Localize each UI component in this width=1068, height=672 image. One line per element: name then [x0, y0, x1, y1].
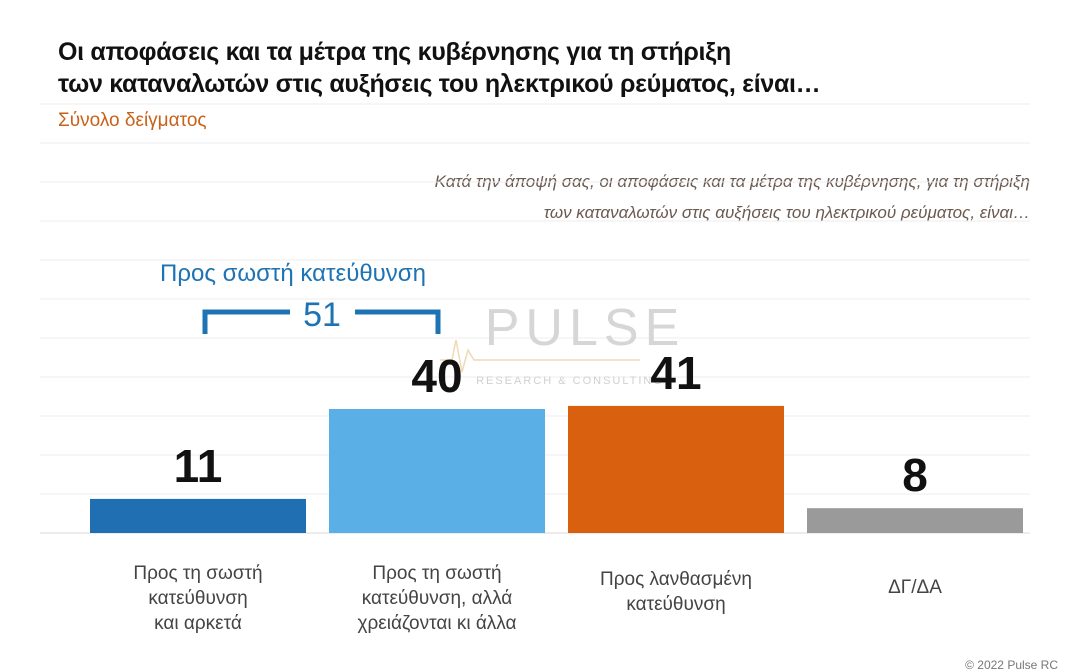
category-label-3-line-2: κατεύθυνση	[626, 594, 726, 615]
category-label-1: Προς τη σωστή κατεύθυνση και αρκετά	[83, 561, 313, 636]
category-label-3: Προς λανθασμένη κατεύθυνση	[561, 567, 791, 617]
category-label-4: ΔΓ/ΔΑ	[800, 575, 1030, 600]
category-label-2: Προς τη σωστή κατεύθυνση, αλλά χρειάζοντ…	[322, 561, 552, 636]
chart-title-line-2: των καταναλωτών στις αυξήσεις του ηλεκτρ…	[58, 70, 821, 98]
chart-title: Οι αποφάσεις και τα μέτρα της κυβέρνησης…	[58, 36, 1018, 100]
bracket-annotation-value: 51	[303, 296, 341, 334]
bar-value-label-3: 41	[650, 347, 701, 399]
bar-3	[568, 405, 784, 533]
category-label-1-line-3: και αρκετά	[154, 613, 242, 634]
bracket-annotation-label: Προς σωστή κατεύθυνση	[160, 260, 426, 287]
bracket-left-arm	[202, 309, 290, 334]
bar-value-label-1: 11	[174, 440, 223, 492]
chart-title-line-1: Οι αποφάσεις και τα μέτρα της κυβέρνησης…	[58, 38, 731, 66]
category-label-1-line-1: Προς τη σωστή	[133, 563, 263, 584]
category-label-2-line-1: Προς τη σωστή	[372, 563, 502, 584]
bar-2	[329, 409, 545, 533]
copyright-notice: © 2022 Pulse RC	[965, 658, 1058, 672]
bar-4	[807, 508, 1023, 533]
bar-value-label-2: 40	[411, 350, 462, 402]
watermark-pulse-line	[440, 339, 640, 373]
bar-1	[90, 498, 306, 533]
category-label-3-line-1: Προς λανθασμένη	[600, 569, 752, 590]
category-label-2-line-3: χρειάζονται κι άλλα	[357, 613, 517, 634]
category-label-1-line-2: κατεύθυνση	[148, 588, 248, 609]
chart-subtitle: Σύνολο δείγματος	[58, 110, 207, 131]
survey-question-line-2: των καταναλωτών στις αυξήσεις του ηλεκτρ…	[543, 203, 1030, 222]
watermark-brand: PULSE	[485, 299, 686, 357]
watermark-tagline: RESEARCH & CONSULTING	[476, 375, 664, 387]
bar-value-label-4: 8	[902, 449, 928, 501]
bracket-right-arm	[355, 309, 441, 334]
category-label-4-line-1: ΔΓ/ΔΑ	[888, 577, 942, 598]
category-label-2-line-2: κατεύθυνση, αλλά	[361, 588, 513, 609]
